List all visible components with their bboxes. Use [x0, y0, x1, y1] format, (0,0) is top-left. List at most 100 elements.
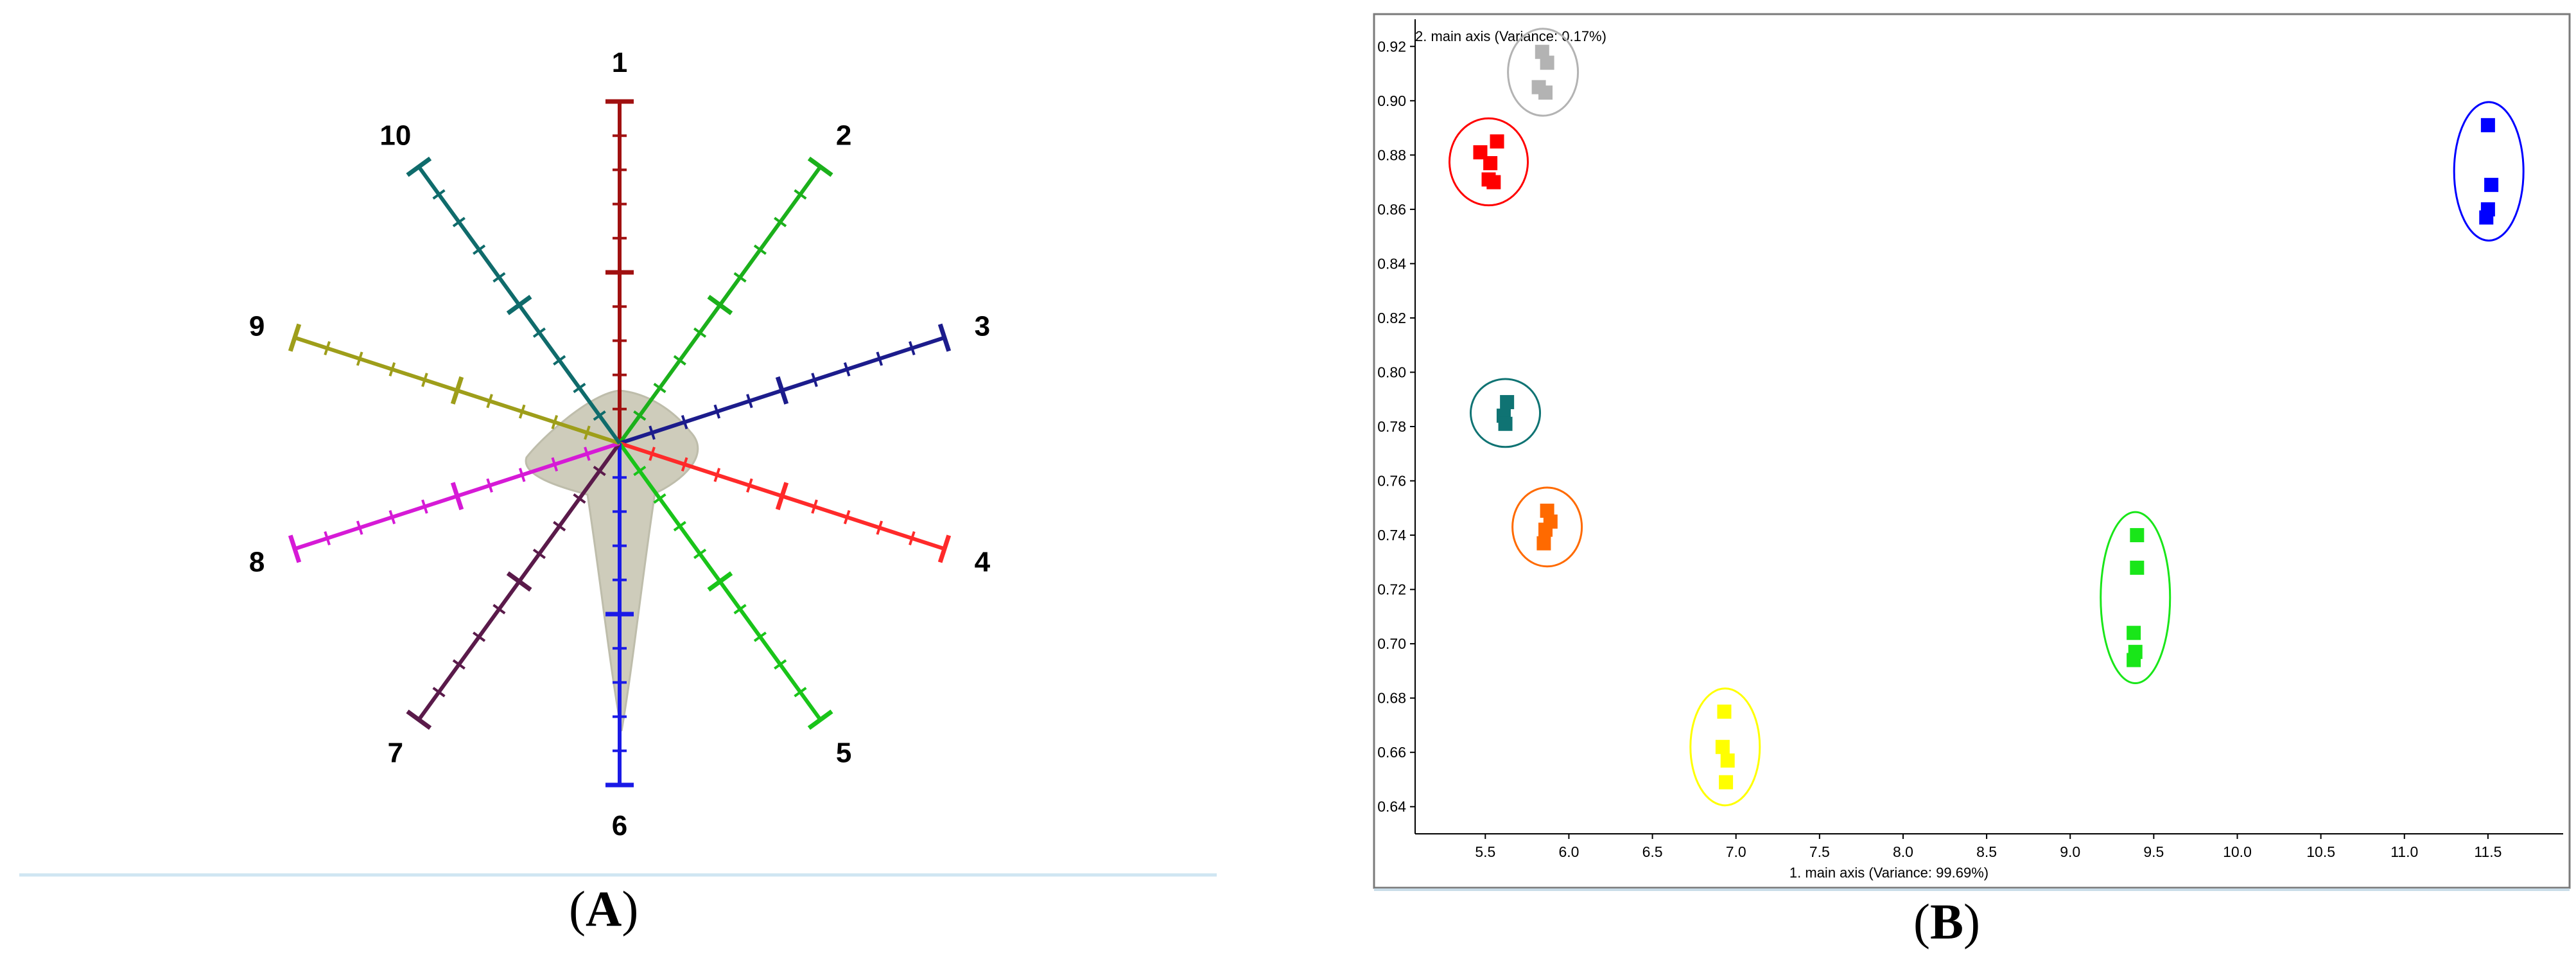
y-tick-label: 0.80: [1377, 364, 1406, 380]
radar-axis-tick: [775, 482, 789, 511]
data-point: [1536, 536, 1551, 551]
pca-scatter-chart: 2. main axis (Variance: 0.17%) 1. main a…: [1373, 13, 2571, 891]
radar-axis-tick: [909, 340, 916, 356]
radar-axes-layer: 1 2 3 4 5 6 7 8 9 10: [249, 47, 991, 842]
radar-axis-tick: [473, 631, 486, 642]
radar-axis-tick: [843, 509, 851, 525]
data-point: [1500, 394, 1515, 409]
panel-a-letter: A: [585, 881, 622, 937]
y-tick-label: 0.82: [1377, 310, 1406, 326]
radar-axis-tick: [774, 659, 787, 670]
data-point: [1719, 775, 1734, 789]
data-point: [1540, 504, 1554, 518]
radar-axis-tick: [807, 156, 833, 177]
radar-axis-tick: [518, 404, 526, 419]
data-point: [1473, 145, 1488, 160]
radar-axis-tick: [753, 631, 767, 642]
radar-axis-tick: [324, 340, 331, 356]
radar-axis-tick: [506, 295, 532, 315]
cluster-ellipse: [1470, 378, 1542, 448]
radar-axis-tick: [937, 323, 952, 352]
y-tick-label: 0.92: [1377, 38, 1406, 55]
radar-axis-label: 10: [379, 119, 411, 151]
x-tick-label: 11.0: [2390, 843, 2418, 860]
radar-axis-tick: [406, 709, 432, 730]
radar-axis-tick: [450, 376, 464, 405]
y-tick-label: 0.64: [1377, 798, 1406, 815]
radar-axis-tick: [324, 531, 331, 546]
x-tick-label: 5.5: [1475, 843, 1495, 860]
radar-axis-tick: [421, 373, 428, 387]
data-point: [1483, 156, 1498, 171]
cluster-ellipses: [1449, 28, 2525, 807]
data-point: [2127, 653, 2141, 667]
radar-axis-tick: [593, 465, 606, 477]
pca-scatter-panel: 2. main axis (Variance: 0.17%) 1. main a…: [1368, 0, 2576, 976]
radar-axis-tick: [486, 394, 493, 409]
data-point: [1717, 704, 1732, 719]
data-point: [1540, 55, 1554, 70]
chart-title: 2. main axis (Variance: 0.17%): [1415, 28, 1606, 44]
radar-axis-tick: [673, 355, 686, 366]
radar-axis-6: 6: [605, 443, 634, 842]
radar-axis-label: 3: [975, 310, 990, 342]
data-point: [1715, 739, 1730, 754]
radar-axis-label: 2: [836, 119, 851, 151]
x-tick-label: 7.0: [1726, 843, 1746, 860]
data-point: [2127, 626, 2141, 640]
y-tick-label: 0.66: [1377, 744, 1406, 761]
radar-axis-tick: [288, 534, 302, 563]
radar-axis-tick: [774, 216, 787, 227]
radar-axis-label: 8: [249, 547, 265, 578]
radar-axis-tick: [753, 244, 767, 255]
radar-axis-tick: [681, 457, 688, 472]
radar-axis-tick: [356, 351, 363, 366]
radar-axis-tick: [553, 521, 566, 532]
x-tick-label: 8.5: [1976, 843, 1997, 860]
radar-axis-tick: [356, 520, 363, 535]
panel-b-caption: (B): [1913, 894, 1980, 949]
radar-chart: 1 2 3 4 5 6 7 8 9 10: [19, 47, 1217, 877]
radar-axis-tick: [432, 687, 446, 698]
y-tick-label: 0.72: [1377, 581, 1406, 598]
cluster-ellipse: [1449, 117, 1529, 207]
radar-axis-tick: [876, 520, 883, 535]
radar-axis-tick: [388, 509, 396, 525]
radar-axis-tick: [593, 410, 606, 421]
data-point: [1490, 134, 1504, 149]
y-tick-label: 0.76: [1377, 473, 1406, 490]
radar-chart-panel: 1 2 3 4 5 6 7 8 9 10: [0, 0, 1220, 976]
data-point: [1720, 753, 1735, 768]
radar-axis-3: 3: [619, 310, 990, 445]
radar-axis-tick: [681, 415, 688, 430]
radar-axis-tick: [553, 355, 566, 366]
radar-axis-5: 5: [618, 442, 851, 769]
cluster-ellipse: [1511, 486, 1583, 568]
panel-a-caption: (A): [569, 881, 639, 937]
data-point: [1538, 522, 1553, 537]
x-tick-label: 6.5: [1642, 843, 1663, 860]
radar-axis-tick: [506, 571, 532, 592]
x-tick-label: 9.5: [2143, 843, 2164, 860]
radar-axis-tick: [693, 327, 707, 338]
y-tick-label: 0.68: [1377, 690, 1406, 707]
radar-axis-tick: [288, 323, 302, 352]
radar-axis-tick: [492, 272, 506, 283]
radar-axis-2: 2: [618, 119, 851, 445]
data-point: [2130, 528, 2145, 543]
x-tick-label: 7.5: [1809, 843, 1830, 860]
radar-axis-tick: [937, 534, 952, 563]
radar-axis-tick: [532, 327, 546, 338]
y-tick-label: 0.74: [1377, 527, 1406, 543]
x-axis-label: 1. main axis (Variance: 99.69%): [1789, 865, 1989, 881]
radar-axis-tick: [532, 549, 546, 560]
radar-axis-label: 6: [612, 810, 627, 842]
radar-axis-tick: [843, 362, 851, 377]
radar-axis-tick: [733, 604, 747, 615]
axes-layer: 0.92 0.90 0.88 0.86 0.84 0.82 0.80 0.78 0.76 0.74…: [1377, 19, 2563, 860]
cluster-ellipse: [2100, 511, 2171, 684]
radar-axis-tick: [673, 521, 686, 532]
radar-axis-tick: [733, 272, 747, 283]
radar-axis-tick: [713, 404, 721, 419]
data-point: [1535, 44, 1549, 59]
